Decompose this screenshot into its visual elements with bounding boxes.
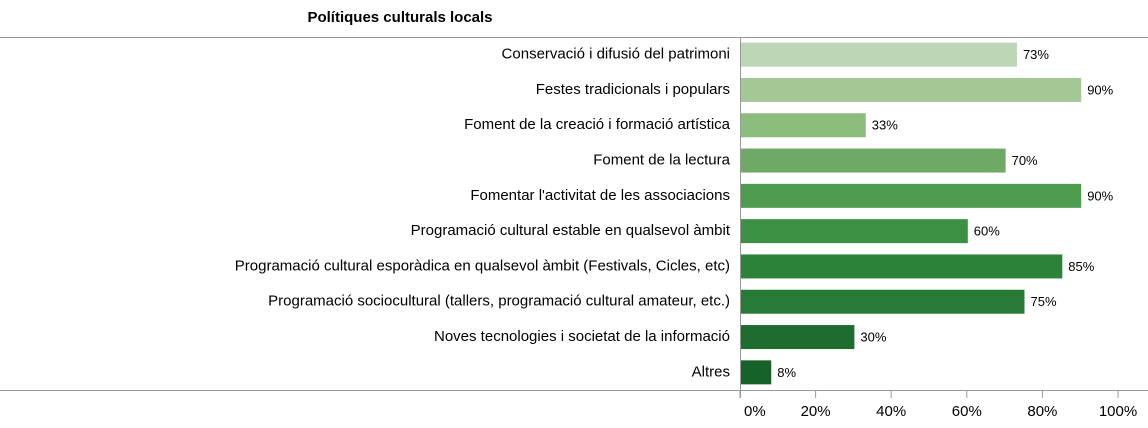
value-label: 73% <box>1023 47 1049 62</box>
y-tick-label: Programació cultural estable en qualsevo… <box>411 222 731 239</box>
bar <box>741 325 855 350</box>
bar <box>741 254 1063 279</box>
bar <box>741 77 1082 102</box>
y-tick-label: Fomentar l'activitat de les associacions <box>470 187 730 204</box>
value-label: 90% <box>1087 82 1113 97</box>
value-label: 90% <box>1087 188 1113 203</box>
x-tick-label: 100% <box>1099 403 1137 420</box>
value-label: 30% <box>860 329 886 344</box>
y-tick-label: Foment de la creació i formació artístic… <box>464 116 731 133</box>
x-tick-label: 20% <box>801 403 831 420</box>
bar <box>741 360 772 385</box>
y-tick-label: Noves tecnologies i societat de la infor… <box>434 328 730 345</box>
value-label: 8% <box>777 365 796 380</box>
bar <box>741 289 1025 314</box>
x-tick-label: 80% <box>1027 403 1057 420</box>
bar <box>741 113 866 138</box>
value-label: 60% <box>974 224 1000 239</box>
y-tick-label: Foment de la lectura <box>593 152 730 169</box>
x-tick-label: 0% <box>744 403 766 420</box>
y-tick-label: Conservació i difusió del patrimoni <box>502 46 730 63</box>
value-label: 70% <box>1012 153 1038 168</box>
value-label: 75% <box>1031 294 1057 309</box>
bar <box>741 42 1017 67</box>
bar <box>741 183 1082 208</box>
bar <box>741 148 1006 173</box>
y-tick-label: Programació cultural esporàdica en quals… <box>235 257 730 274</box>
y-tick-label: Programació sociocultural (tallers, prog… <box>268 293 730 310</box>
x-tick-label: 40% <box>876 403 906 420</box>
bar <box>741 219 968 244</box>
y-tick-label: Festes tradicionals i populars <box>536 81 730 98</box>
value-label: 85% <box>1068 259 1094 274</box>
x-tick-label: 60% <box>952 403 982 420</box>
chart-title: Polítiques culturals locals <box>307 9 492 26</box>
value-label: 33% <box>872 118 898 133</box>
y-tick-label: Altres <box>692 363 730 380</box>
